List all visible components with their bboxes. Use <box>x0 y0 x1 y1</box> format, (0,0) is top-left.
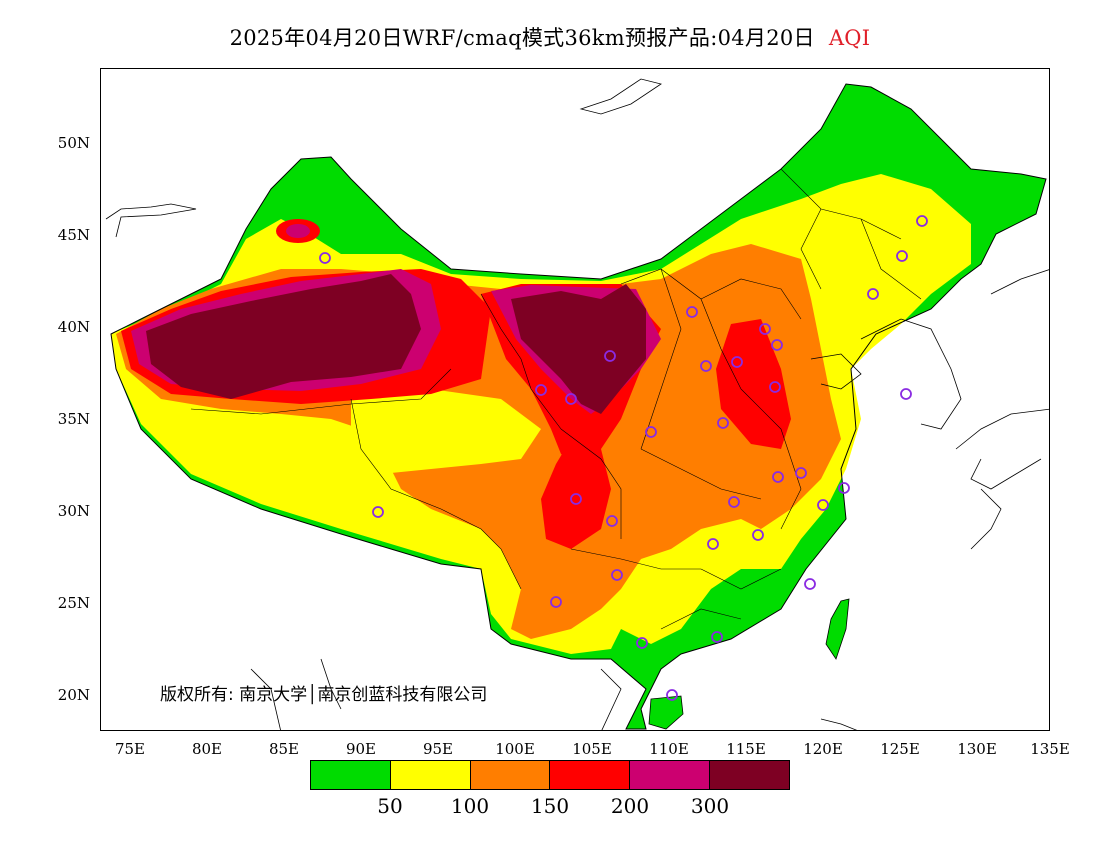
station-marker <box>550 596 562 608</box>
station-marker <box>896 250 908 262</box>
legend-swatch <box>550 761 631 789</box>
station-marker <box>769 381 781 393</box>
legend-label: 300 <box>690 794 730 818</box>
station-marker <box>707 538 719 550</box>
lat-label: 40N <box>57 318 90 336</box>
hainan <box>648 695 684 730</box>
legend-swatch <box>470 761 551 789</box>
station-marker <box>867 288 879 300</box>
lat-label: 20N <box>57 686 90 704</box>
station-marker <box>711 631 723 643</box>
station-marker <box>817 499 829 511</box>
station-marker <box>900 388 912 400</box>
lon-label: 85E <box>268 740 300 758</box>
station-marker <box>666 689 678 701</box>
station-marker <box>372 506 384 518</box>
station-marker <box>604 350 616 362</box>
title-variable: AQI <box>828 26 871 50</box>
lat-label: 50N <box>57 134 90 152</box>
station-marker <box>728 496 740 508</box>
lon-label: 75E <box>114 740 146 758</box>
station-marker <box>804 578 816 590</box>
station-marker <box>611 569 623 581</box>
lon-label: 135E <box>1030 740 1070 758</box>
taiwan <box>825 598 850 660</box>
region-red-north-plain <box>716 319 791 449</box>
lon-label: 105E <box>572 740 612 758</box>
station-marker <box>700 360 712 372</box>
station-marker <box>570 493 582 505</box>
lon-label: 115E <box>726 740 766 758</box>
lon-label: 90E <box>345 740 377 758</box>
lat-label: 45N <box>57 226 90 244</box>
region-yellow-interior <box>351 389 541 474</box>
station-marker <box>606 515 618 527</box>
station-marker <box>319 252 331 264</box>
copyright-text: 版权所有: 南京大学│南京创蓝科技有限公司 <box>160 685 488 705</box>
station-marker <box>731 356 743 368</box>
legend-label: 200 <box>610 794 650 818</box>
coastlines <box>105 78 1049 730</box>
station-marker <box>645 426 657 438</box>
legend-swatch <box>390 761 471 789</box>
china-border <box>110 83 1047 730</box>
map-frame <box>100 68 1050 731</box>
legend-swatch <box>710 761 789 789</box>
province-borders <box>190 168 922 630</box>
lat-label: 30N <box>57 502 90 520</box>
legend-label: 150 <box>530 794 570 818</box>
aqi-map <box>105 78 1049 730</box>
station-marker <box>565 393 577 405</box>
station-marker <box>636 637 648 649</box>
station-marker <box>916 215 928 227</box>
title-main: 2025年04月20日WRF/cmaq模式36km预报产品:04月20日 <box>229 26 815 50</box>
lon-label: 100E <box>495 740 535 758</box>
station-markers <box>319 215 928 701</box>
station-marker <box>759 323 771 335</box>
legend-label: 100 <box>450 794 490 818</box>
lon-label: 120E <box>803 740 843 758</box>
lon-label: 125E <box>880 740 920 758</box>
legend-swatch <box>311 761 391 789</box>
lon-label: 95E <box>422 740 454 758</box>
lat-label: 35N <box>57 410 90 428</box>
station-marker <box>838 482 850 494</box>
color-legend-bar <box>310 760 790 790</box>
station-marker <box>535 384 547 396</box>
lat-label: 25N <box>57 594 90 612</box>
region-maroon-central <box>511 284 646 414</box>
legend-label: 50 <box>377 794 403 818</box>
lon-label: 80E <box>191 740 223 758</box>
station-marker <box>752 529 764 541</box>
station-marker <box>686 306 698 318</box>
lon-label: 110E <box>649 740 689 758</box>
lon-label: 130E <box>957 740 997 758</box>
station-marker <box>795 467 807 479</box>
legend-swatch <box>630 761 711 789</box>
station-marker <box>772 471 784 483</box>
station-marker <box>771 339 783 351</box>
station-marker <box>717 417 729 429</box>
map-title: 2025年04月20日WRF/cmaq模式36km预报产品:04月20日 AQI <box>0 22 1100 52</box>
region-maroon-west <box>146 274 421 399</box>
